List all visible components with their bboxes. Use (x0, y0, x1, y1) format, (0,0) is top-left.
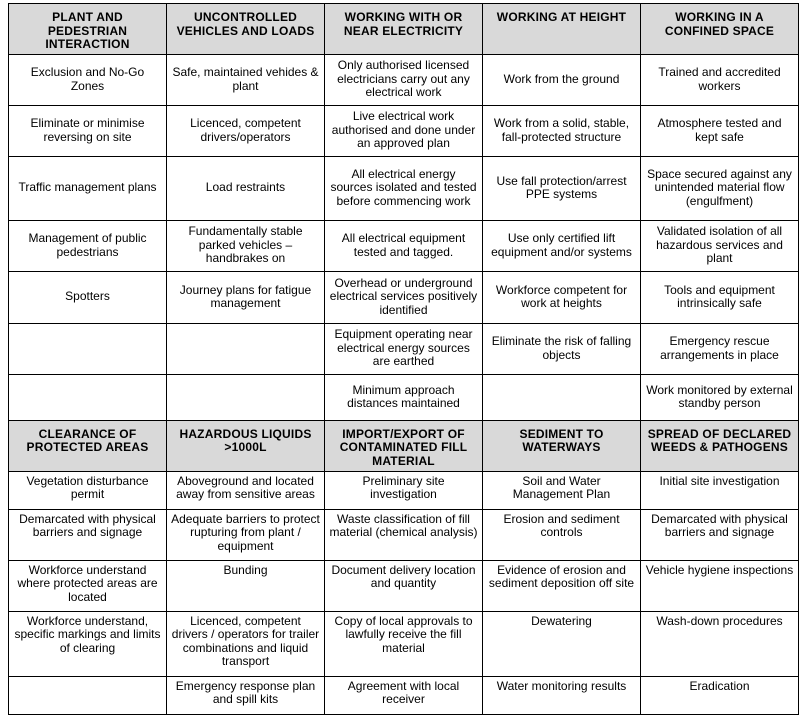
table-cell: Initial site investigation (640, 470, 799, 510)
table-cell: Eliminate or minimise reversing on site (8, 104, 167, 157)
table-cell: Fundamentally stable parked vehicles – h… (166, 219, 325, 272)
table-cell (166, 373, 325, 421)
table-cell: Copy of local approvals to lawfully rece… (324, 610, 483, 677)
column-header: IMPORT/EXPORT OF CONTAMINATED FILL MATER… (324, 419, 483, 472)
table-row: Equipment operating near electrical ener… (8, 322, 799, 375)
table-row: Exclusion and No-Go Zones Safe, maintaine… (8, 53, 799, 106)
table-cell: Document delivery location and quantity (324, 559, 483, 612)
table-cell: Demarcated with physical barriers and si… (8, 508, 167, 561)
table-cell: Journey plans for fatigue management (166, 270, 325, 324)
table-cell: Vegetation disturbance permit (8, 470, 167, 510)
table-cell: Work monitored by external standby perso… (640, 373, 799, 421)
table-cell: Workforce understand, specific markings … (8, 610, 167, 677)
table-cell: Work from a solid, stable, fall-protecte… (482, 104, 641, 157)
table-cell: Use only certified lift equipment and/or… (482, 219, 641, 272)
table-row: Spotters Journey plans for fatigue manage… (8, 270, 799, 324)
table-cell: Workforce understand where protected are… (8, 559, 167, 612)
table-row: Traffic management plans Load restraints A… (8, 155, 799, 221)
table-cell: Emergency rescue arrangements in place (640, 322, 799, 375)
table-cell: Licenced, competent drivers/operators (166, 104, 325, 157)
table-cell (166, 322, 325, 375)
column-header: UNCONTROLLED VEHICLES AND LOADS (166, 3, 325, 55)
table-cell: Evidence of erosion and sediment deposit… (482, 559, 641, 612)
table-row: Emergency response plan and spill kits Ag… (8, 675, 799, 715)
table-cell: Demarcated with physical barriers and si… (640, 508, 799, 561)
table-cell: Eradication (640, 675, 799, 715)
table-cell: Wash-down procedures (640, 610, 799, 677)
table-cell (8, 675, 167, 715)
table-cell: Licenced, competent drivers / operators … (166, 610, 325, 677)
column-header: SPREAD OF DECLARED WEEDS & PATHOGENS (640, 419, 799, 472)
table-cell (482, 373, 641, 421)
table-cell: Aboveground and located away from sensit… (166, 470, 325, 510)
table-row: Workforce understand, specific markings … (8, 610, 799, 677)
column-header: WORKING WITH OR NEAR ELECTRICITY (324, 3, 483, 55)
table-cell: Work from the ground (482, 53, 641, 106)
table-cell: Bunding (166, 559, 325, 612)
table-cell: Tools and equipment intrinsically safe (640, 270, 799, 324)
table-cell: Safe, maintained vehides & plant (166, 53, 325, 106)
table-cell: Workforce competent for work at heights (482, 270, 641, 324)
table-cell: Eliminate the risk of falling objects (482, 322, 641, 375)
table-cell: Only authorised licensed electricians ca… (324, 53, 483, 106)
table-cell: Emergency response plan and spill kits (166, 675, 325, 715)
table-row: Workforce understand where protected are… (8, 559, 799, 612)
table-cell: Equipment operating near electrical ener… (324, 322, 483, 375)
table-cell: Space secured against any unintended mat… (640, 155, 799, 221)
table-row: Management of public pedestrians Fundamen… (8, 219, 799, 272)
table-cell: Atmosphere tested and kept safe (640, 104, 799, 157)
hazard-controls-table: PLANT AND PEDESTRIAN INTERACTION UNCONTRO… (8, 3, 799, 715)
table-cell: Erosion and sediment controls (482, 508, 641, 561)
table-cell: Dewatering (482, 610, 641, 677)
table-cell: Minimum approach distances maintained (324, 373, 483, 421)
table-cell: Agreement with local receiver (324, 675, 483, 715)
table-cell (8, 373, 167, 421)
table-cell: All electrical equipment tested and tagg… (324, 219, 483, 272)
table-cell: All electrical energy sources isolated a… (324, 155, 483, 221)
table-row: Minimum approach distances maintained Wor… (8, 373, 799, 421)
table-row: Demarcated with physical barriers and si… (8, 508, 799, 561)
table-cell: Use fall protection/arrest PPE systems (482, 155, 641, 221)
table-cell: Overhead or underground electrical servi… (324, 270, 483, 324)
table-cell: Validated isolation of all hazardous ser… (640, 219, 799, 272)
column-header: WORKING IN A CONFINED SPACE (640, 3, 799, 55)
section-header-row: CLEARANCE OF PROTECTED AREAS HAZARDOUS LI… (8, 419, 799, 472)
table-cell: Management of public pedestrians (8, 219, 167, 272)
column-header: WORKING AT HEIGHT (482, 3, 641, 55)
table-cell: Trained and accredited workers (640, 53, 799, 106)
column-header: CLEARANCE OF PROTECTED AREAS (8, 419, 167, 472)
table-cell: Load restraints (166, 155, 325, 221)
table-cell: Adequate barriers to protect rupturing f… (166, 508, 325, 561)
table-cell: Live electrical work authorised and done… (324, 104, 483, 157)
table-cell (8, 322, 167, 375)
table-cell: Waste classification of fill material (c… (324, 508, 483, 561)
column-header: HAZARDOUS LIQUIDS >1000L (166, 419, 325, 472)
table-row: Vegetation disturbance permit Aboveground… (8, 470, 799, 510)
table-cell: Vehicle hygiene inspections (640, 559, 799, 612)
section-header-row: PLANT AND PEDESTRIAN INTERACTION UNCONTRO… (8, 3, 799, 55)
table-row: Eliminate or minimise reversing on site L… (8, 104, 799, 157)
table-cell: Preliminary site investigation (324, 470, 483, 510)
column-header: SEDIMENT TO WATERWAYS (482, 419, 641, 472)
table-cell: Soil and Water Management Plan (482, 470, 641, 510)
column-header: PLANT AND PEDESTRIAN INTERACTION (8, 3, 167, 55)
table-cell: Exclusion and No-Go Zones (8, 53, 167, 106)
table-cell: Traffic management plans (8, 155, 167, 221)
table-cell: Water monitoring results (482, 675, 641, 715)
table-cell: Spotters (8, 270, 167, 324)
